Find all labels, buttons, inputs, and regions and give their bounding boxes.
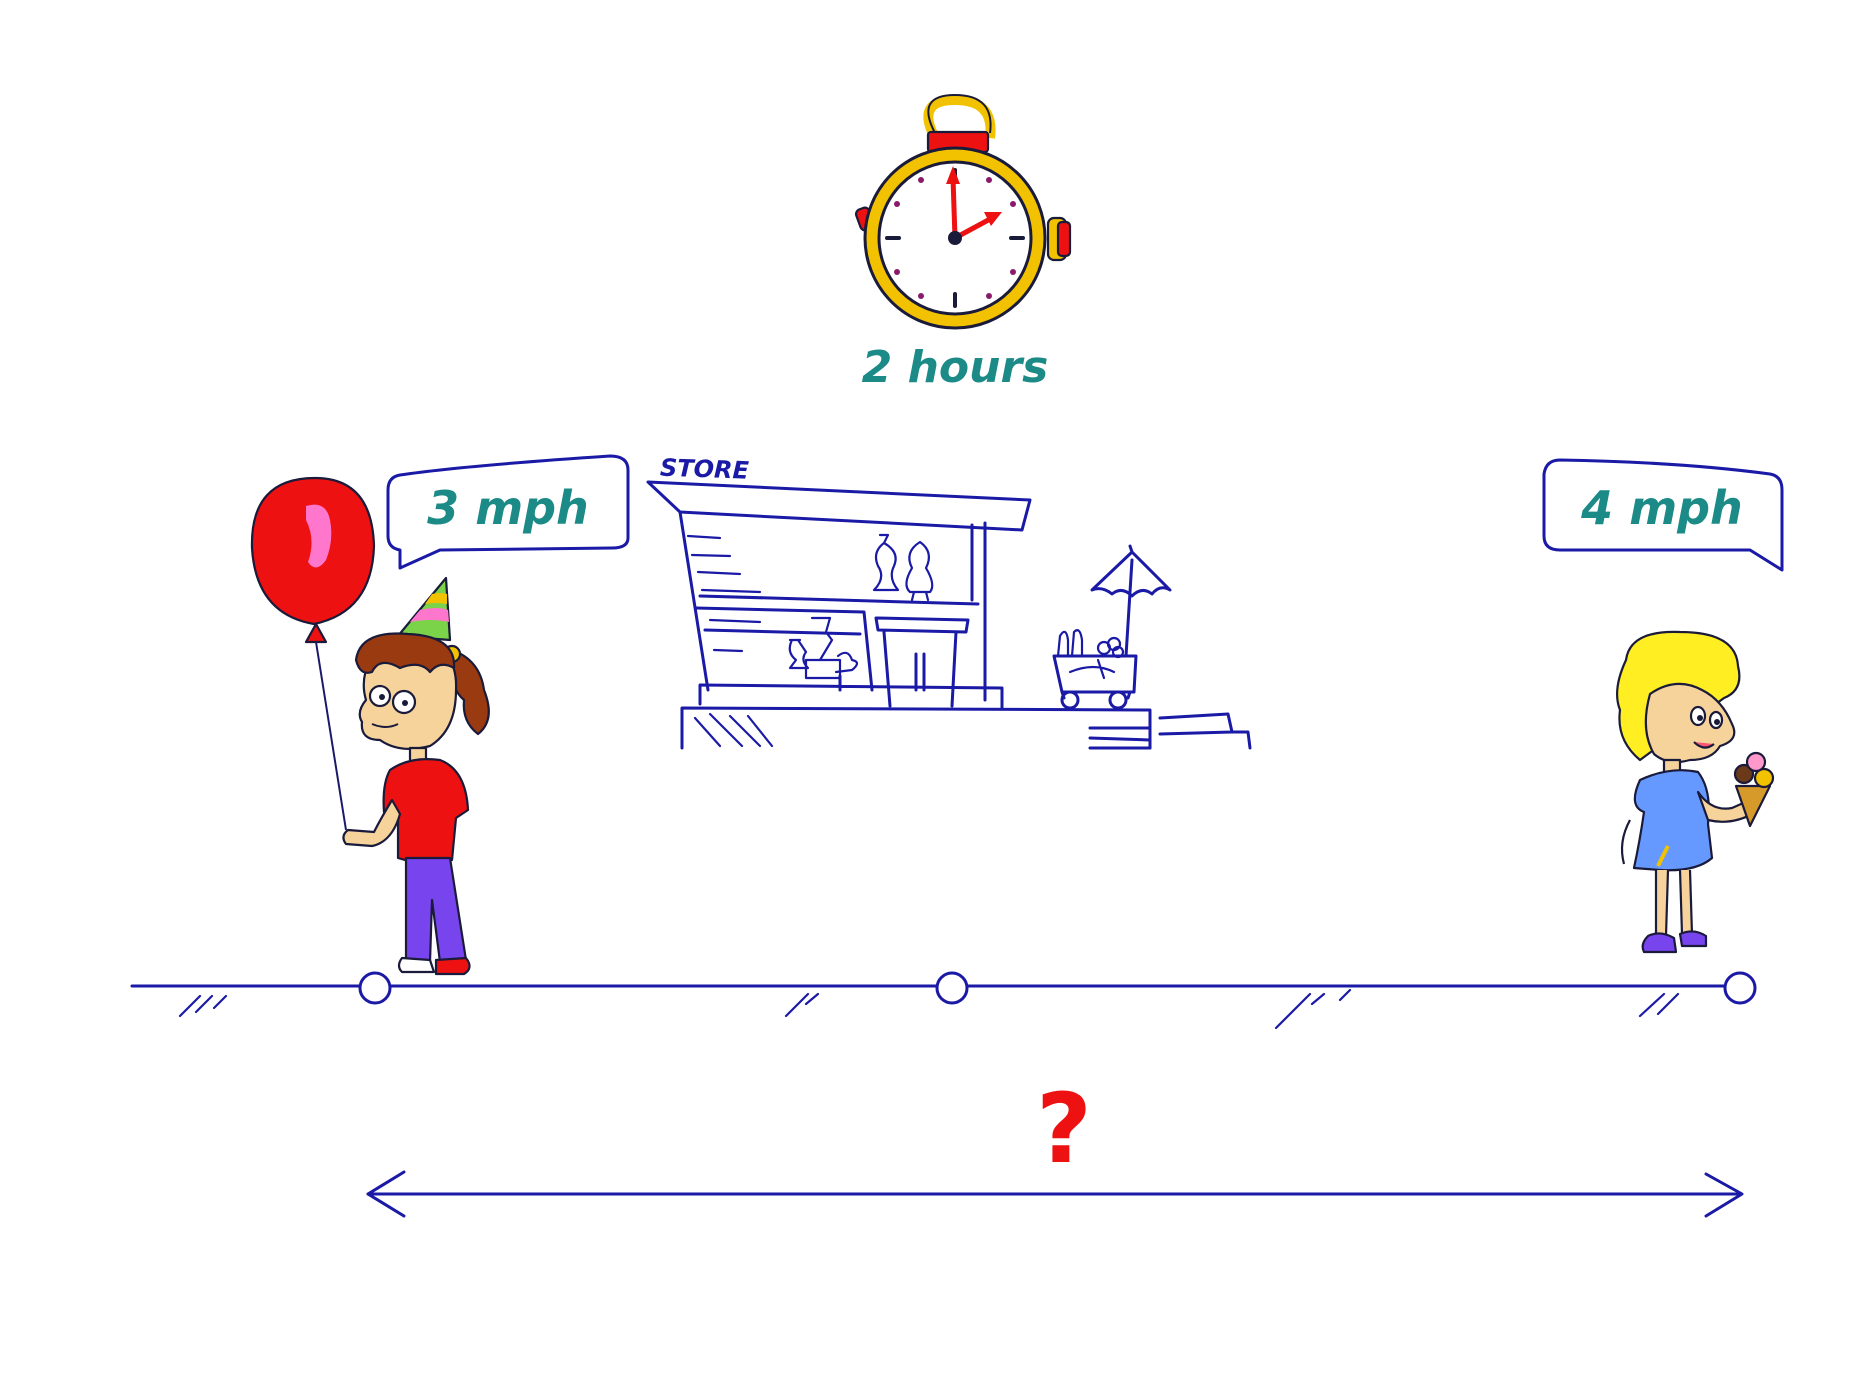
distance-question-mark: ? bbox=[1036, 1073, 1092, 1185]
girl-with-balloon bbox=[250, 476, 490, 976]
store-point bbox=[935, 971, 969, 1005]
left-start-point bbox=[358, 971, 392, 1005]
right-speed-label: 4 mph bbox=[1580, 481, 1743, 535]
distance-arrow bbox=[366, 1170, 1744, 1218]
store-sign: STORE bbox=[660, 454, 750, 485]
right-speech-bubble bbox=[1542, 458, 1784, 572]
store-illustration: STORE bbox=[646, 454, 1252, 750]
left-speech-bubble bbox=[386, 454, 630, 570]
stopwatch-icon bbox=[854, 93, 1072, 330]
girl-with-ice-cream bbox=[1615, 630, 1775, 954]
timer-label: 2 hours bbox=[862, 342, 1049, 393]
right-end-point bbox=[1723, 971, 1757, 1005]
left-speed-label: 3 mph bbox=[427, 481, 589, 535]
